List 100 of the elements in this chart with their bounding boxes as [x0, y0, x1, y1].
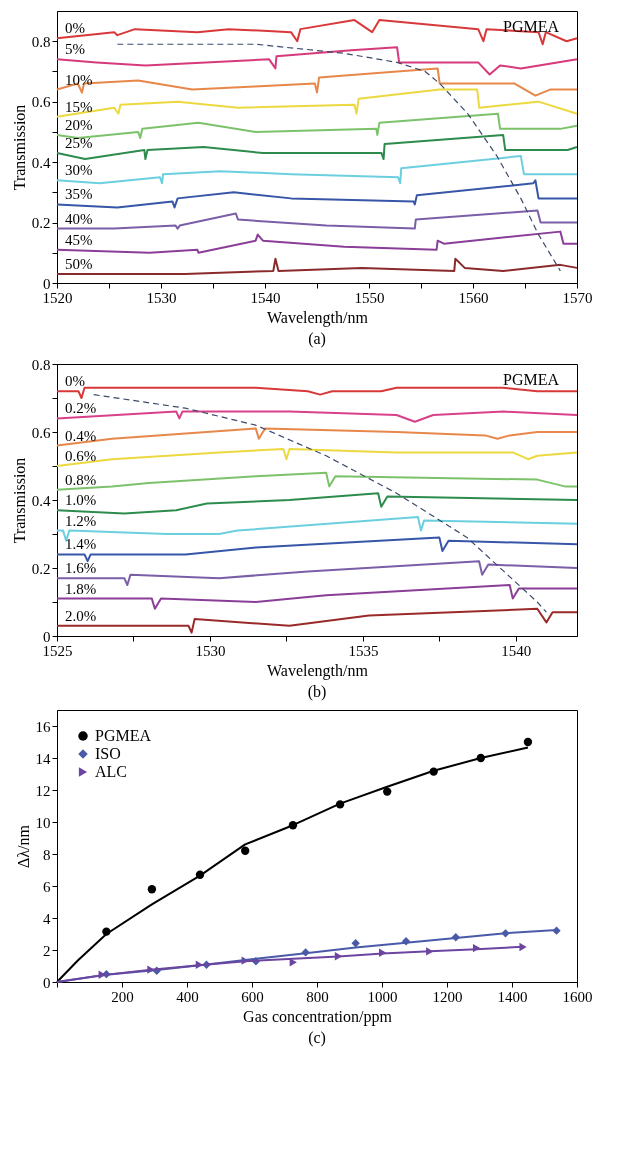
- legend-label: PGMEA: [95, 727, 152, 744]
- line-series: [56, 230, 578, 254]
- series-label: 0.6%: [65, 448, 97, 464]
- y-tick-label: 0.4: [31, 154, 51, 171]
- line-series: [56, 448, 578, 467]
- y-tick-label: 10: [35, 814, 51, 831]
- series-label: 5%: [65, 41, 85, 58]
- y-tick-label: 6: [43, 878, 51, 895]
- y-tick-label: 12: [35, 782, 51, 799]
- line-series: [56, 584, 578, 610]
- line-series: [56, 112, 578, 139]
- line-series: [56, 133, 578, 161]
- x-tick-label: 1530: [146, 289, 177, 306]
- line-series: [116, 43, 561, 272]
- y-tick-label: 16: [35, 718, 51, 735]
- x-tick-label: 1540: [250, 289, 281, 306]
- y-tick-label: 8: [43, 846, 51, 863]
- legend-label: ISO: [95, 745, 121, 762]
- line-series: [56, 257, 578, 275]
- line-series: [56, 560, 578, 586]
- point: [383, 787, 392, 796]
- y-tick-label: 0.6: [31, 424, 51, 441]
- y-tick-label: 0: [43, 974, 51, 991]
- series-label: 35%: [65, 186, 93, 203]
- point: [552, 926, 561, 935]
- text: (c): [308, 1029, 326, 1047]
- y-tick-label: 0.8: [31, 356, 51, 373]
- text: (b): [307, 683, 327, 701]
- series-label: 1.4%: [65, 536, 97, 553]
- x-tick-label: 1520: [42, 289, 73, 306]
- y-tick-label: 0: [43, 275, 51, 292]
- line-series: [56, 492, 578, 515]
- x-tick-label: 1535: [348, 642, 379, 659]
- line-series: [56, 155, 578, 185]
- series-label: 30%: [65, 162, 93, 179]
- line-series: [56, 427, 578, 447]
- series-label: 40%: [65, 210, 93, 227]
- series-label: 45%: [65, 231, 93, 248]
- y-tick-label: 14: [35, 750, 51, 767]
- text: (a): [308, 330, 326, 348]
- x-tick-label: 1550: [354, 289, 385, 306]
- y-tick-label: 0: [43, 628, 51, 645]
- series-label: 1.8%: [65, 580, 97, 597]
- x-tick-label: 1400: [497, 988, 528, 1005]
- y-axis-title: Δλ/nm: [14, 824, 32, 868]
- series-label: 0.2%: [65, 400, 97, 417]
- y-axis-title: Transmission: [10, 457, 28, 544]
- y-tick-label: 0.4: [31, 492, 51, 509]
- line-series: [56, 607, 578, 634]
- point: [523, 737, 533, 747]
- line-series: [56, 88, 578, 118]
- point: [351, 939, 360, 948]
- x-tick-label: 400: [176, 988, 199, 1005]
- series-label: 15%: [65, 98, 93, 115]
- y-tick-label: 0.2: [31, 560, 51, 577]
- line-series: [56, 67, 578, 97]
- x-axis-title: Wavelength/nm: [267, 308, 369, 327]
- x-tick-label: 600: [241, 988, 264, 1005]
- series-label: 0.8%: [65, 471, 97, 488]
- x-tick-label: 1525: [42, 642, 73, 659]
- x-tick-label: 1530: [195, 642, 226, 659]
- y-tick-label: 0.8: [31, 33, 51, 50]
- x-axis-title: Wavelength/nm: [267, 661, 369, 680]
- x-tick-label: 1600: [562, 988, 593, 1005]
- series-label: 10%: [65, 71, 93, 88]
- series-label: 20%: [65, 116, 93, 133]
- line-series: [56, 209, 578, 230]
- x-tick-label: 1560: [458, 289, 489, 306]
- y-tick-label: 0.6: [31, 94, 51, 111]
- line-series: [56, 471, 578, 491]
- legend-label: ALC: [95, 763, 127, 780]
- line-series: [56, 19, 578, 46]
- y-tick-label: 4: [43, 910, 51, 927]
- series-label: 0%: [65, 20, 85, 37]
- series-label: 2.0%: [65, 607, 97, 624]
- x-tick-label: 200: [111, 988, 134, 1005]
- line-series: [56, 386, 578, 399]
- point: [147, 885, 157, 894]
- line-series: [56, 536, 578, 563]
- series-label: 1.0%: [65, 492, 97, 509]
- series-label: 1.2%: [65, 512, 97, 529]
- series-label: 1.6%: [65, 560, 97, 577]
- series-label: 0.4%: [65, 427, 97, 444]
- x-tick-label: 1540: [501, 642, 532, 659]
- x-tick-label: 1000: [367, 988, 398, 1005]
- series-label: 25%: [65, 135, 93, 152]
- annotation: PGMEA: [502, 18, 560, 35]
- x-tick-label: 800: [306, 988, 329, 1005]
- x-axis-title: Gas concentration/ppm: [243, 1007, 393, 1026]
- y-tick-label: 2: [43, 942, 51, 959]
- line-series: [56, 179, 578, 209]
- y-axis-title: Transmission: [10, 104, 28, 191]
- series-label: 0%: [65, 373, 85, 390]
- point: [240, 846, 250, 855]
- annotation: PGMEA: [502, 371, 560, 388]
- line-series: [56, 46, 578, 76]
- series-label: 50%: [65, 255, 93, 272]
- x-tick-label: 1570: [562, 289, 593, 306]
- y-tick-label: 0.2: [31, 215, 51, 232]
- x-tick-label: 1200: [432, 988, 463, 1005]
